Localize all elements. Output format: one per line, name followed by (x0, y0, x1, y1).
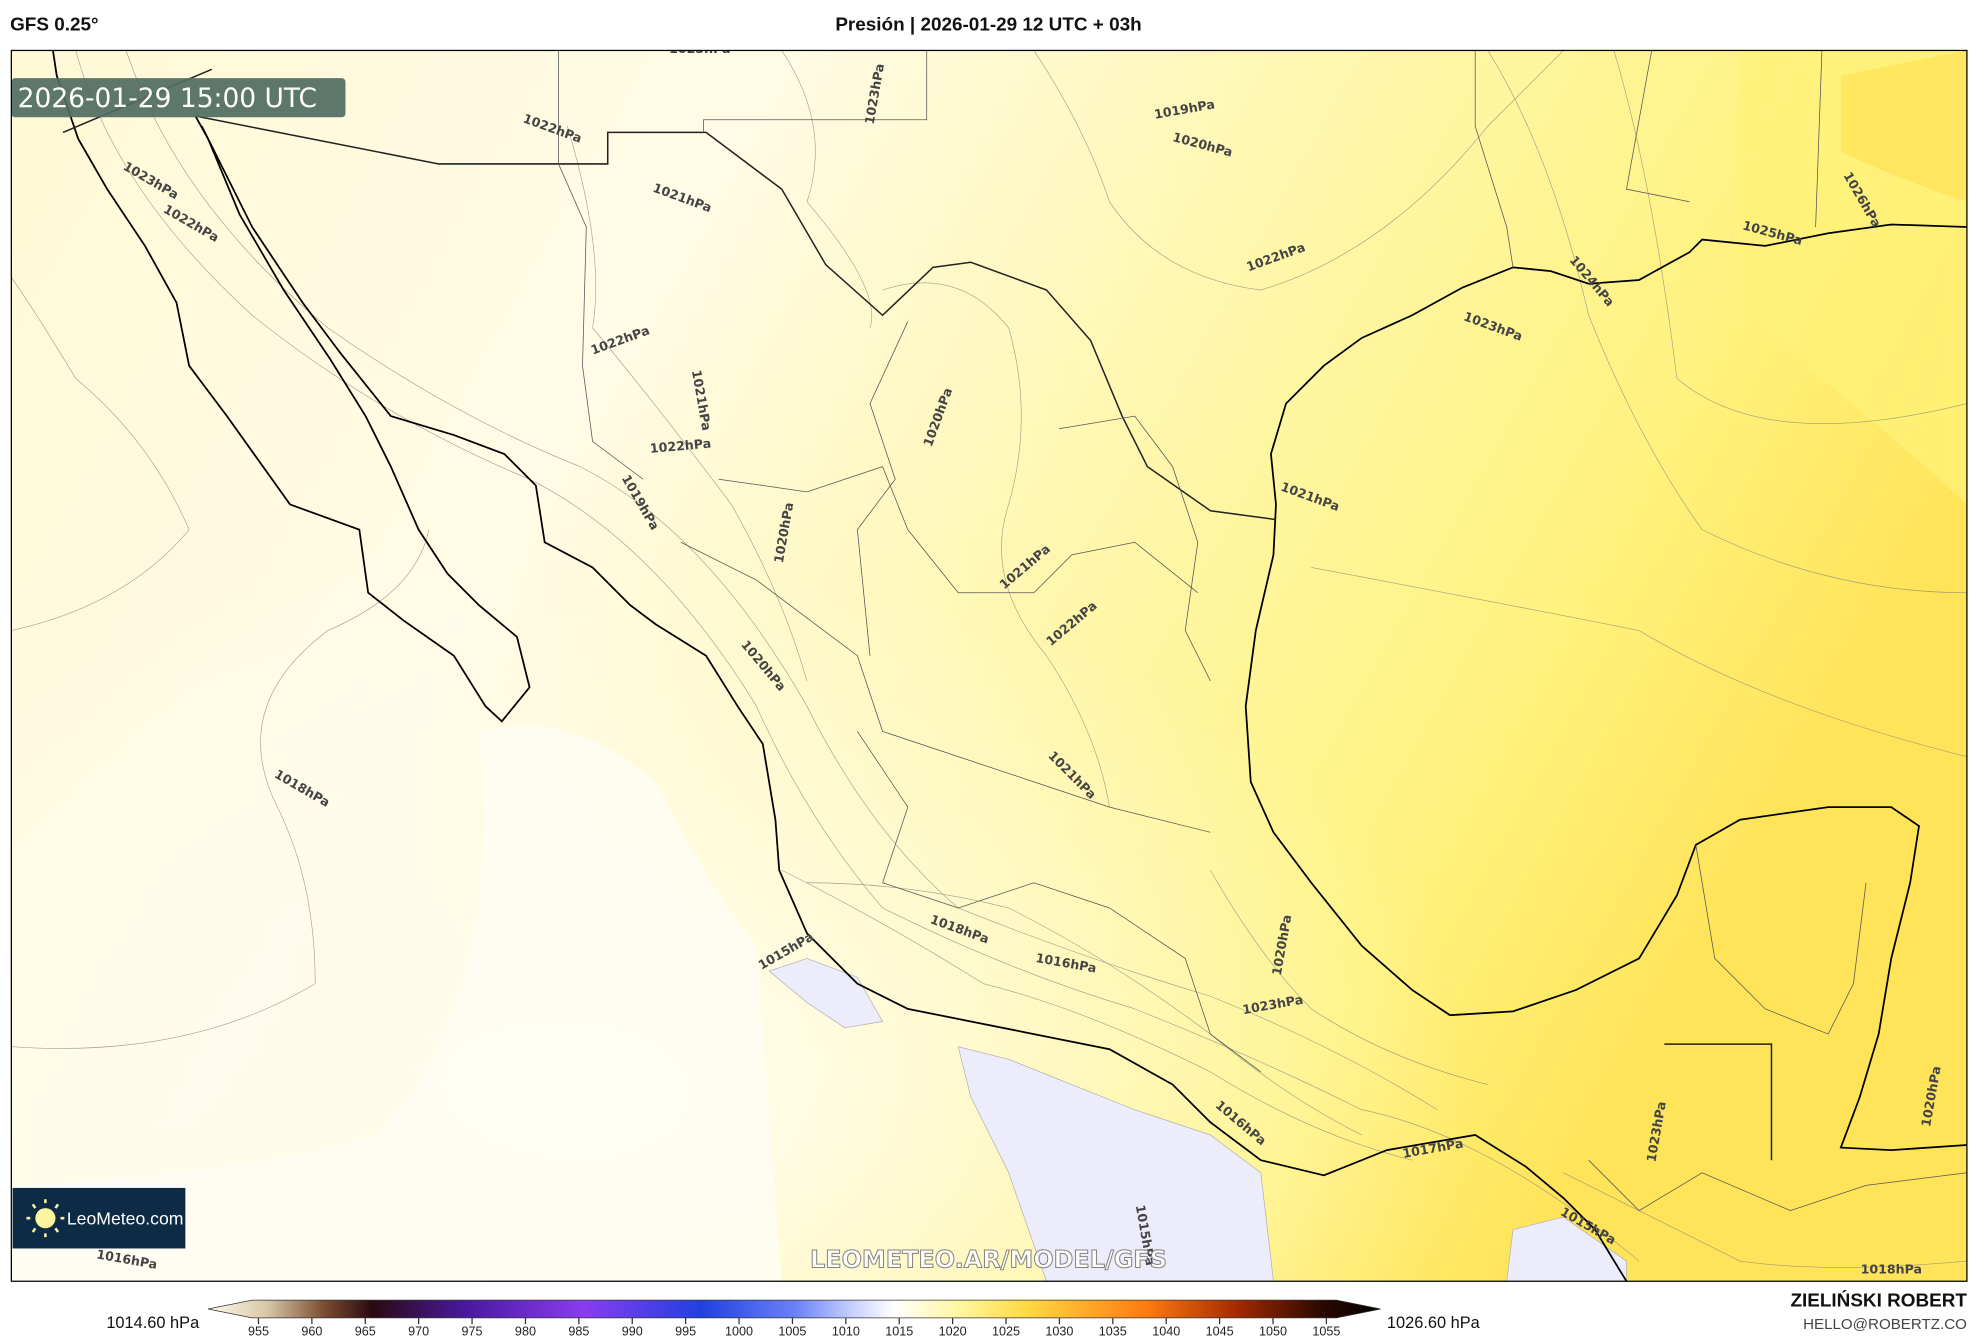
colorbar-tick-label: 1000 (725, 1324, 753, 1338)
colorbar-scale (207, 1299, 1381, 1319)
valid-time-text: 2026-01-29 15:00 UTC (18, 83, 317, 114)
pale-ocean-region (11, 725, 782, 1282)
low-pressure-area (1506, 1216, 1627, 1282)
colorbar-min-label: 1014.60 hPa (106, 1314, 200, 1332)
logo-text: LeoMeteo.com (67, 1209, 184, 1229)
colorbar-tick-label: 1050 (1259, 1324, 1287, 1338)
colorbar-tick-label: 980 (515, 1324, 536, 1338)
colorbar-tick-label: 960 (301, 1324, 322, 1338)
colorbar: 955 960 965 970 975 980 985 990 995 1000 1005 1010 1… (106, 1299, 1481, 1338)
high-pressure-core (1840, 50, 1967, 202)
author-credit: ZIELIŃSKI ROBERT (1790, 1289, 1967, 1311)
sun-icon (35, 1208, 56, 1229)
colorbar-tick-label: 1055 (1312, 1324, 1340, 1338)
map-frame (10, 49, 1968, 1282)
isobars (11, 50, 1967, 1268)
colorbar-tick-label: 995 (675, 1324, 696, 1338)
gulf-of-mexico-coast (1244, 223, 1967, 1151)
colorbar-tick-label: 990 (622, 1324, 643, 1338)
author-email[interactable]: HELLO@ROBERTZ.CO (1803, 1316, 1967, 1333)
colorbar-tick-label: 1030 (1045, 1324, 1073, 1338)
leometeo-logo[interactable]: LeoMeteo.com (12, 1187, 186, 1249)
map-area[interactable]: 1023hPa1022hPa1023hPa1022hPa1021hPa1023h… (11, 41, 1967, 1282)
colorbar-tick-label: 1005 (778, 1324, 806, 1338)
colorbar-max-label: 1026.60 hPa (1387, 1314, 1481, 1332)
valid-time-badge: 2026-01-29 15:00 UTC (11, 78, 346, 118)
colorbar-tick-label: 1040 (1152, 1324, 1180, 1338)
low-pressure-area (957, 1046, 1274, 1282)
colorbar-tick-label: 955 (248, 1324, 269, 1338)
contour-label: 1022hPa (649, 436, 711, 456)
colorbar-tick-label: 965 (355, 1324, 376, 1338)
colorbar-tick-label: 1015 (885, 1324, 913, 1338)
colorbar-tick-label: 1010 (832, 1324, 860, 1338)
low-pressure-area (768, 958, 884, 1029)
watermark: LEOMETEO.AR/MODEL/GFS (810, 1245, 1167, 1273)
baja-peninsula-coast (52, 50, 531, 723)
chart-title: Presión | 2026-01-29 12 UTC + 03h (835, 14, 1141, 35)
colorbar-tick-label: 985 (568, 1324, 589, 1338)
contour-label: 1018hPa (1861, 1262, 1922, 1277)
colorbar-tick-label: 1020 (939, 1324, 967, 1338)
colorbar-tick-label: 1045 (1206, 1324, 1234, 1338)
colorbar-tick-label: 975 (462, 1324, 483, 1338)
colorbar-tick-label: 1025 (992, 1324, 1020, 1338)
model-name: GFS 0.25° (10, 14, 98, 35)
pacific-mainland-coast (200, 125, 1628, 1282)
colorbar-tick-label: 970 (408, 1324, 429, 1338)
contour-label: 1023hPa (669, 41, 730, 56)
state-borders (558, 50, 1967, 1212)
colorbar-tick-label: 1035 (1099, 1324, 1127, 1338)
coastlines (52, 50, 1967, 1282)
